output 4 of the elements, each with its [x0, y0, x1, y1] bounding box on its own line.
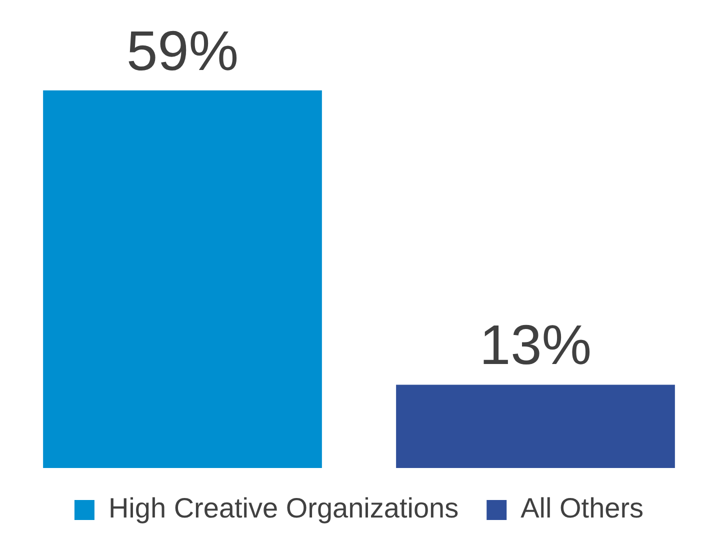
- data-label: 13%: [479, 313, 592, 376]
- legend-label: High Creative Organizations: [108, 492, 459, 524]
- data-label: 59%: [126, 18, 239, 82]
- legend-label: All Others: [520, 492, 644, 524]
